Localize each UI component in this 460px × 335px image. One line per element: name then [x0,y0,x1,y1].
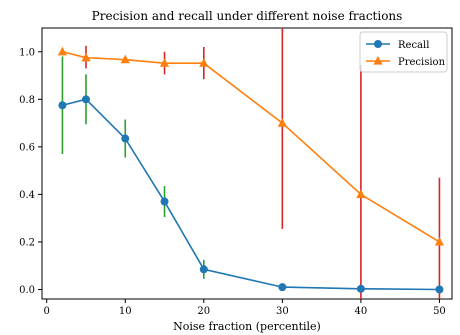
recall-point [278,283,287,292]
legend-marker-recall [374,40,382,48]
precision-line [62,50,440,243]
y-tick-label: 0.4 [19,190,35,201]
precision-point [159,58,170,67]
precision-point [81,52,91,62]
plot-frame [41,27,453,300]
y-tick-label: 0.0 [19,285,35,296]
chart-title: Precision and recall under different noi… [92,9,403,23]
recall-point [199,265,208,274]
y-tick-label: 0.8 [19,95,35,106]
y-axis: 0.0 0.2 0.4 0.6 0.8 1.0 [19,47,42,296]
legend-marker-precision [373,56,383,65]
x-axis: 0 10 20 30 40 50 [44,299,446,317]
recall-point [121,134,130,143]
legend-label-recall: Recall [398,40,429,51]
recall-point [81,95,90,104]
legend-label-precision: Precision [398,57,446,68]
x-tick-label: 50 [433,306,446,317]
recall-point [435,285,444,294]
series-lines [62,50,440,291]
x-tick-label: 20 [197,306,210,317]
x-tick-label: 40 [355,306,368,317]
x-tick-label: 30 [276,306,289,317]
y-tick-label: 0.6 [19,142,35,153]
precision-point [57,46,68,56]
y-tick-label: 0.2 [19,237,35,248]
recall-point [58,101,67,110]
precision-point [277,118,287,127]
precision-point [434,236,445,246]
precision-point [199,58,209,67]
recall-line [62,98,440,291]
y-tick-label: 1.0 [19,47,35,58]
precision-point [120,54,130,64]
x-tick-label: 0 [44,306,50,317]
x-tick-label: 10 [119,306,132,317]
legend: Recall Precision [359,31,448,73]
precision-point [356,189,366,199]
recall-point [356,284,365,293]
legend-box [359,31,448,73]
series-markers [57,46,445,294]
x-axis-label: Noise fraction (percentile) [173,320,321,333]
recall-point [160,197,169,206]
